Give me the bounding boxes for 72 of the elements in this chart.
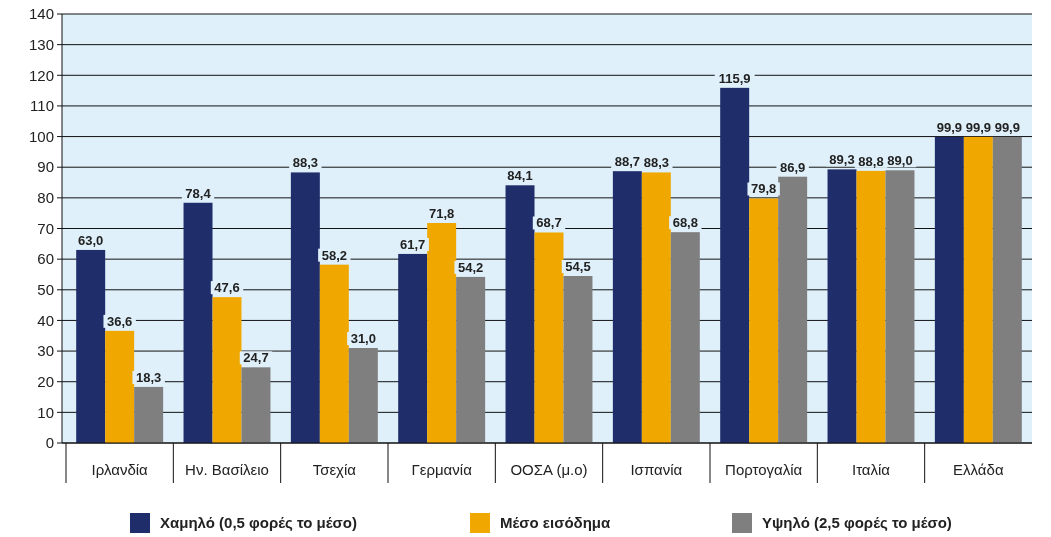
legend-label: Υψηλό (2,5 φορές το μέσο): [762, 514, 952, 532]
bar: [778, 176, 808, 443]
y-tick-label: 0: [45, 434, 54, 452]
bar: [720, 87, 750, 443]
bar: [398, 253, 428, 443]
bar: [76, 249, 106, 443]
data-label: 36,6: [107, 313, 133, 329]
y-tick-label: 120: [28, 66, 54, 84]
y-tick-label: 110: [30, 97, 54, 115]
data-label: 78,4: [185, 185, 212, 201]
x-tick-label: Ιταλία: [851, 461, 891, 478]
data-label: 89,0: [887, 153, 913, 169]
x-tick-label: Γερμανία: [411, 461, 473, 478]
data-label: 18,3: [135, 369, 162, 385]
bar: [348, 348, 378, 443]
data-label: 99,9: [994, 119, 1020, 135]
bar: [641, 172, 671, 443]
bar: [827, 169, 857, 443]
x-tick-label: Ισπανία: [630, 461, 683, 478]
data-label: 79,8: [751, 181, 777, 197]
y-tick-label: 130: [28, 35, 54, 53]
data-label: 88,7: [614, 154, 641, 170]
data-label: 88,3: [292, 155, 319, 171]
data-label: 84,1: [507, 168, 533, 184]
data-label: 54,5: [565, 259, 591, 274]
y-tick-label: 100: [28, 127, 54, 145]
data-label: 63,0: [78, 232, 104, 248]
bar: [563, 276, 593, 443]
data-label: 61,7: [400, 236, 426, 252]
bar: [992, 136, 1022, 443]
y-tick-label: 20: [37, 372, 54, 390]
data-label: 68,8: [672, 215, 698, 231]
x-tick-label: Τσεχία: [312, 461, 357, 478]
bar: [183, 202, 213, 443]
legend-label: Μέσο εισόδημα: [500, 514, 611, 532]
data-label: 88,3: [643, 155, 669, 171]
data-label: 115,9: [718, 70, 751, 86]
data-label: 89,3: [829, 152, 855, 168]
y-tick-label: 140: [28, 5, 54, 23]
x-tick-label: ΟΟΣΑ (μ.ο): [510, 461, 588, 478]
bar: [427, 222, 457, 443]
data-label: 31,0: [350, 331, 376, 347]
y-tick-label: 80: [37, 189, 54, 207]
bar: [505, 185, 535, 443]
data-label: 47,6: [214, 280, 240, 296]
data-label: 58,2: [321, 247, 347, 263]
y-tick-label: 10: [37, 403, 54, 421]
bar: [290, 172, 320, 443]
y-tick-label: 40: [37, 311, 54, 329]
x-tick-label: Πορτογαλία: [725, 461, 803, 478]
data-label: 71,8: [429, 205, 455, 221]
bar: [963, 136, 993, 443]
legend-label: Χαμηλό (0,5 φορές το μέσο): [160, 514, 357, 532]
y-tick-label: 90: [37, 158, 54, 176]
x-tick-label: Ιρλανδία: [91, 461, 149, 478]
data-label: 54,2: [457, 259, 484, 275]
data-label: 88,8: [858, 153, 884, 169]
y-tick-label: 50: [37, 281, 54, 299]
bar: [934, 136, 964, 443]
x-tick-label: Ην. Βασίλειο: [185, 461, 269, 478]
bar: [134, 386, 164, 443]
bar: [456, 276, 486, 443]
y-tick-label: 70: [37, 219, 54, 237]
data-label: 86,9: [779, 159, 806, 175]
x-tick-label: Ελλάδα: [953, 461, 1004, 478]
data-label: 99,9: [965, 119, 991, 135]
data-label: 24,7: [243, 350, 269, 366]
data-label: 68,7: [536, 215, 562, 231]
y-tick-label: 60: [37, 250, 54, 268]
y-tick-label: 30: [37, 342, 54, 360]
data-label: 99,9: [936, 119, 963, 135]
bar: [612, 171, 642, 443]
